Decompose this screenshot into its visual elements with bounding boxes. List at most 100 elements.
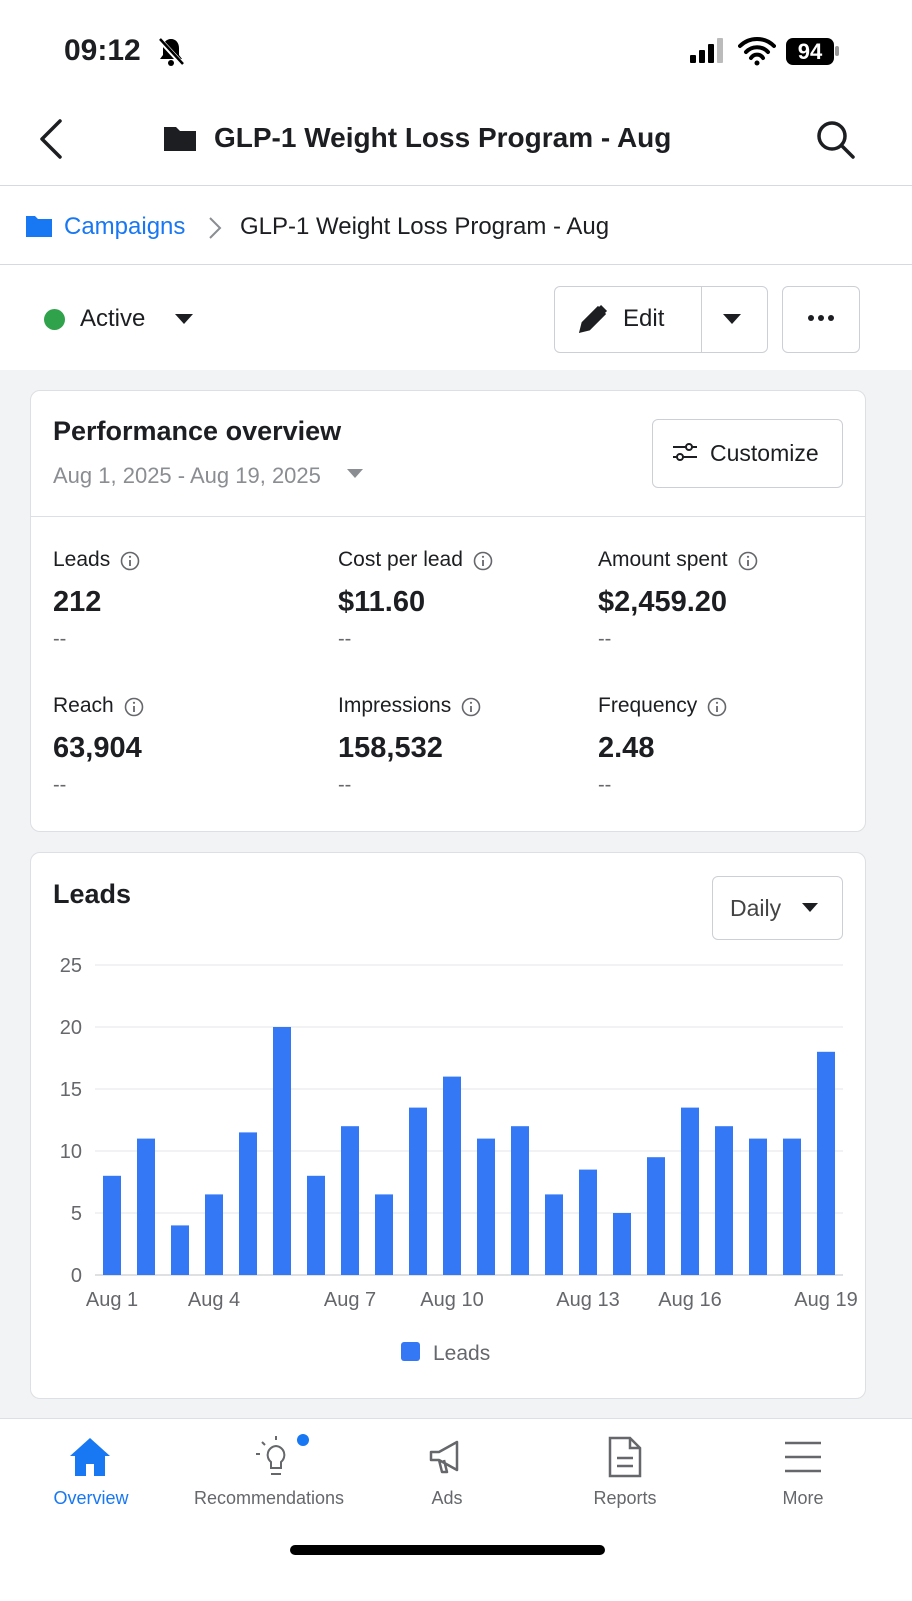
leads-chart: 0 5 10 15 20 25 Aug 1 Aug 4 Aug 7 Aug 10 Aug 13 Aug… [60,955,858,1365]
bar [443,1076,461,1275]
metric-label: Reach [53,694,114,717]
card-title: Leads [53,879,132,909]
metric-label: Impressions [338,694,452,717]
bar [103,1175,121,1275]
bar [681,1107,699,1275]
metric-value: 63,904 [53,732,142,764]
home-indicator [290,1545,605,1555]
info-icon[interactable] [461,697,481,717]
period-label[interactable]: Daily [730,895,782,921]
leads-card [30,852,866,1399]
y-tick-label: 25 [60,955,82,977]
x-tick-label: Aug 1 [86,1289,138,1311]
status-dot [44,309,65,330]
metric-change: -- [338,628,352,650]
button-divider [701,286,702,353]
metric-change: -- [338,774,352,796]
nav-tab[interactable]: Ads [356,1418,538,1548]
metric-change: -- [598,628,612,650]
search-button[interactable] [814,118,858,162]
info-icon[interactable] [473,551,493,571]
bar [715,1126,733,1275]
period-caret [802,903,818,912]
customize-button[interactable] [652,419,843,488]
page-title: GLP-1 Weight Loss Program - Aug [214,122,672,153]
metric-value: $11.60 [338,586,426,618]
nav-tab[interactable]: Recommendations [178,1418,360,1548]
nav-tab[interactable]: More [712,1418,894,1548]
battery-cap [835,46,839,56]
x-tick-label: Aug 19 [794,1289,857,1311]
ads-icon [429,1440,459,1474]
info-icon[interactable] [124,697,144,717]
bar [579,1169,597,1275]
period-dropdown[interactable] [712,876,843,940]
y-tick-label: 10 [60,1141,82,1163]
y-tick-label: 5 [71,1203,82,1225]
date-caret [347,469,363,478]
y-tick-label: 0 [71,1265,82,1287]
nav-label: Ads [431,1488,463,1508]
sliders-icon [673,443,697,461]
bar [239,1132,257,1275]
nav-label: More [782,1488,824,1508]
nav-label: Recommendations [193,1488,345,1508]
bar [613,1213,631,1275]
breadcrumb-link[interactable]: Campaigns [64,213,186,240]
metric-label: Leads [53,548,111,571]
edit-caret[interactable] [722,312,742,326]
status-dropdown[interactable]: Active [80,305,146,332]
bar [409,1107,427,1275]
bar [307,1175,325,1275]
metric-label: Frequency [598,694,698,717]
metric-value: 158,532 [338,732,443,764]
more-icon [785,1441,821,1473]
breadcrumb-chevron [209,217,222,239]
wifi-icon [738,36,776,66]
metric-label: Cost per lead [338,548,463,571]
bar [375,1194,393,1275]
metric-label: Amount spent [598,548,728,571]
bar [783,1138,801,1275]
divider [0,185,912,186]
bar [171,1225,189,1275]
bar [477,1138,495,1275]
reports-icon [608,1436,642,1478]
x-tick-label: Aug 7 [324,1289,376,1311]
y-tick-label: 15 [60,1079,82,1101]
back-button[interactable] [36,118,66,160]
customize-label[interactable]: Customize [710,440,819,466]
metric-value: 212 [53,586,102,618]
bar [647,1157,665,1275]
y-tick-label: 20 [60,1017,82,1039]
status-time: 09:12 [64,34,141,67]
bar [817,1051,835,1275]
date-range[interactable]: Aug 1, 2025 - Aug 19, 2025 [53,463,321,488]
nav-label: Reports [593,1488,657,1508]
nav-tab[interactable]: Overview [0,1418,182,1548]
bar [205,1194,223,1275]
pencil-icon [578,304,608,334]
x-tick-label: Aug 16 [658,1289,721,1311]
nav-tab[interactable]: Reports [534,1418,716,1548]
breadcrumb-current: GLP-1 Weight Loss Program - Aug [240,213,610,240]
bar [749,1138,767,1275]
folder-icon [164,127,196,151]
metric-value: $2,459.20 [598,586,728,618]
metric-change: -- [53,774,67,796]
info-icon[interactable] [738,551,758,571]
info-icon[interactable] [120,551,140,571]
info-icon[interactable] [707,697,727,717]
legend-label: Leads [433,1342,490,1365]
metric-change: -- [53,628,67,650]
bar [511,1126,529,1275]
edit-button[interactable]: Edit [623,305,665,332]
divider [0,264,912,265]
mute-icon [157,37,185,67]
bar [545,1194,563,1275]
nav-label: Overview [53,1488,129,1508]
metric-value: 2.48 [598,732,655,764]
divider [31,516,865,517]
x-tick-label: Aug 4 [188,1289,240,1311]
